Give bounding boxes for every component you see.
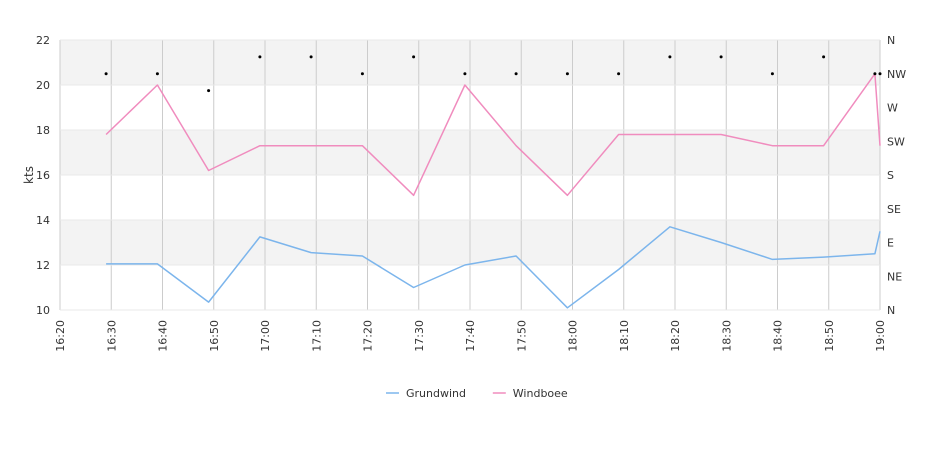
x-tick-label: 17:20: [362, 320, 375, 352]
direction-point: [822, 55, 826, 59]
direction-point: [565, 72, 569, 76]
legend-label: Grundwind: [406, 387, 466, 400]
direction-point: [360, 72, 364, 76]
direction-tick-label: SE: [887, 203, 901, 216]
direction-point: [878, 72, 882, 76]
x-axis-ticks: 16:20 16:30 16:40 16:50 17:00 17:10 17:20 17:30…: [54, 320, 887, 352]
horizontal-grid: [60, 39, 880, 311]
direction-point: [719, 55, 723, 59]
direction-point: [770, 72, 774, 76]
x-tick-label: 18:50: [823, 320, 836, 352]
direction-tick-label: NE: [887, 270, 902, 283]
y-axis-ticks: 10 12 14 16 18 20 22: [36, 34, 50, 317]
direction-point: [412, 55, 416, 59]
series-line-windboee: [105, 73, 881, 197]
direction-point: [873, 72, 877, 76]
direction-point: [617, 72, 621, 76]
x-tick-label: 17:50: [515, 320, 528, 352]
direction-point: [104, 72, 108, 76]
direction-point: [668, 55, 672, 59]
direction-tick-label: NW: [887, 68, 906, 81]
y-tick-label: 12: [36, 259, 50, 272]
direction-tick-label: SW: [887, 135, 905, 148]
direction-tick-label: E: [887, 237, 894, 250]
direction-point: [258, 55, 262, 59]
x-tick-label: 17:00: [259, 320, 272, 352]
x-tick-label: 18:00: [567, 320, 580, 352]
series-lines: [105, 73, 881, 309]
x-tick-label: 16:30: [105, 320, 118, 352]
x-tick-label: 17:40: [464, 320, 477, 352]
series-line-grundwind: [106, 226, 881, 309]
x-tick-label: 18:20: [669, 320, 682, 352]
direction-point: [463, 72, 467, 76]
direction-point: [155, 72, 159, 76]
legend-item-grundwind[interactable]: Grundwind: [386, 387, 466, 400]
direction-axis-ticks: N NE E SE S SW W NW N: [887, 34, 906, 317]
legend[interactable]: Grundwind Windboee: [386, 387, 568, 400]
direction-point: [309, 55, 313, 59]
x-tick-label: 18:30: [720, 320, 733, 352]
x-tick-label: 17:10: [310, 320, 323, 352]
direction-point: [514, 72, 518, 76]
direction-tick-label: N: [887, 304, 895, 317]
x-tick-label: 19:00: [874, 320, 887, 352]
x-tick-label: 16:20: [54, 320, 67, 352]
direction-tick-label: N: [887, 34, 895, 47]
y-tick-label: 18: [36, 124, 50, 137]
y-tick-label: 14: [36, 214, 50, 227]
direction-tick-label: S: [887, 169, 894, 182]
x-tick-label: 17:30: [413, 320, 426, 352]
y-axis-label: kts: [22, 166, 36, 184]
x-tick-label: 18:40: [772, 320, 785, 352]
x-tick-label: 18:10: [618, 320, 631, 352]
y-tick-label: 20: [36, 79, 50, 92]
y-tick-label: 10: [36, 304, 50, 317]
x-tick-label: 16:40: [157, 320, 170, 352]
legend-item-windboee[interactable]: Windboee: [492, 387, 568, 400]
direction-tick-label: W: [887, 102, 898, 115]
y-tick-label: 16: [36, 169, 50, 182]
direction-points: [104, 55, 882, 93]
x-tick-label: 16:50: [208, 320, 221, 352]
legend-label: Windboee: [513, 387, 568, 400]
direction-point: [207, 89, 211, 93]
y-tick-label: 22: [36, 34, 50, 47]
